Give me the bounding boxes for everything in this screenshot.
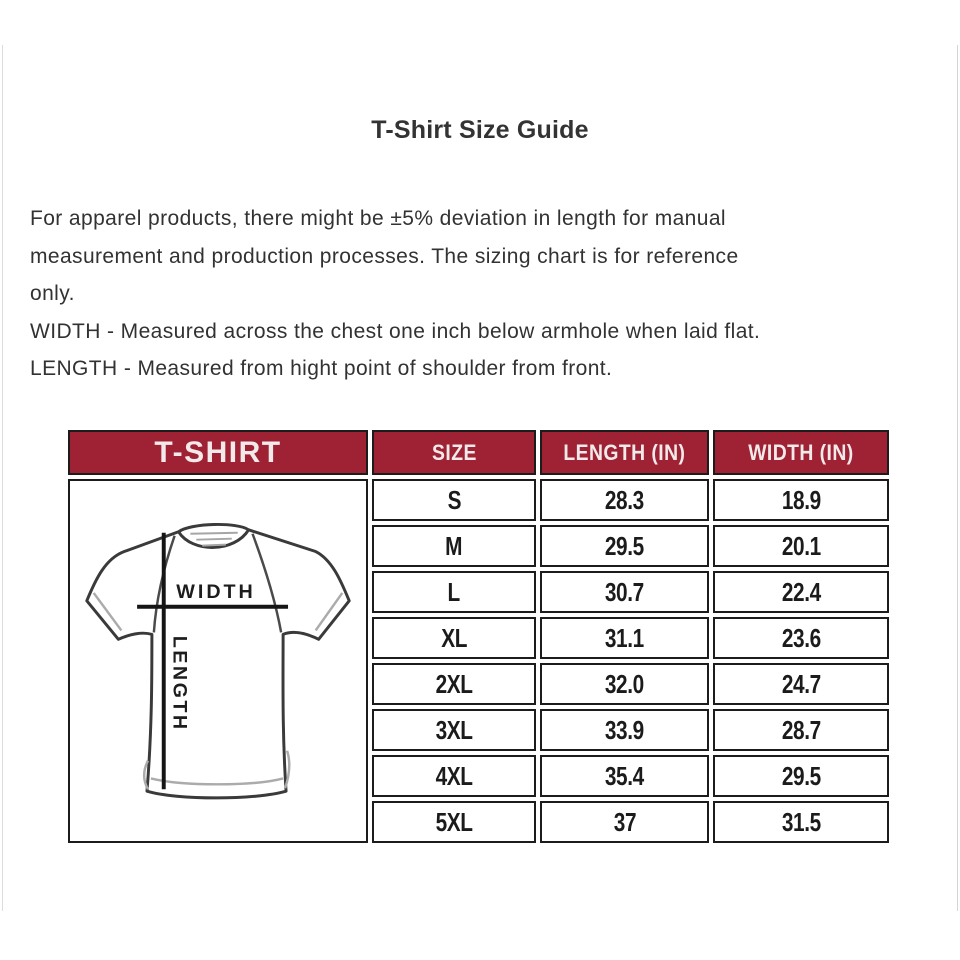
width-cell: 18.9 xyxy=(713,479,889,521)
header-product: T-SHIRT xyxy=(68,430,368,475)
table-header-row: T-SHIRT SIZE LENGTH (IN) WIDTH (IN) xyxy=(68,430,889,475)
width-cell: 31.5 xyxy=(713,801,889,843)
header-length: LENGTH (IN) xyxy=(540,430,709,475)
tshirt-measurement-diagram: WIDTH LENGTH xyxy=(85,522,351,800)
length-cell: 29.5 xyxy=(540,525,709,567)
size-cell: 2XL xyxy=(372,663,536,705)
header-size: SIZE xyxy=(372,430,536,475)
size-cell: XL xyxy=(372,617,536,659)
length-cell: 30.7 xyxy=(540,571,709,613)
length-cell: 37 xyxy=(540,801,709,843)
table-row: 3XL 33.9 28.7 xyxy=(68,709,889,751)
length-cell: 33.9 xyxy=(540,709,709,751)
tshirt-diagram-cell: WIDTH LENGTH xyxy=(68,479,368,843)
width-cell: 22.4 xyxy=(713,571,889,613)
length-cell: 32.0 xyxy=(540,663,709,705)
note-line: LENGTH - Measured from hight point of sh… xyxy=(30,357,613,381)
length-label: LENGTH xyxy=(169,636,191,732)
width-cell: 28.7 xyxy=(713,709,889,751)
note-line: measurement and production processes. Th… xyxy=(30,244,739,268)
page-title: T-Shirt Size Guide xyxy=(371,116,589,144)
length-cell: 28.3 xyxy=(540,479,709,521)
size-cell: M xyxy=(372,525,536,567)
size-cell: 3XL xyxy=(372,709,536,751)
length-cell: 35.4 xyxy=(540,755,709,797)
width-cell: 24.7 xyxy=(713,663,889,705)
width-label: WIDTH xyxy=(176,581,255,603)
table-row: L 30.7 22.4 xyxy=(68,571,889,613)
width-cell: 20.1 xyxy=(713,525,889,567)
collar-line xyxy=(177,528,250,549)
collar-ribbing xyxy=(190,531,238,547)
size-chart-table: T-SHIRT SIZE LENGTH (IN) WIDTH (IN) xyxy=(64,426,893,847)
table-row: WIDTH LENGTH S 28.3 18.9 xyxy=(68,479,889,843)
sleeve-seams xyxy=(152,533,283,633)
table-row: 4XL 35.4 29.5 xyxy=(68,755,889,797)
size-cell: S xyxy=(372,479,536,521)
header-width: WIDTH (IN) xyxy=(713,430,889,475)
table-row: 5XL 37 31.5 xyxy=(68,801,889,843)
width-cell: 23.6 xyxy=(713,617,889,659)
tshirt-outline xyxy=(85,522,351,800)
size-guide-notes: For apparel products, there might be ±5%… xyxy=(30,200,940,388)
table-row: M 29.5 20.1 xyxy=(68,525,889,567)
note-line: For apparel products, there might be ±5%… xyxy=(30,207,726,230)
size-cell: 5XL xyxy=(372,801,536,843)
table-row: 2XL 32.0 24.7 xyxy=(68,663,889,705)
note-line: WIDTH - Measured across the chest one in… xyxy=(30,319,761,343)
size-cell: 4XL xyxy=(372,755,536,797)
length-cell: 31.1 xyxy=(540,617,709,659)
size-cell: L xyxy=(372,571,536,613)
table-row: XL 31.1 23.6 xyxy=(68,617,889,659)
width-cell: 29.5 xyxy=(713,755,889,797)
note-line: only. xyxy=(30,282,75,306)
